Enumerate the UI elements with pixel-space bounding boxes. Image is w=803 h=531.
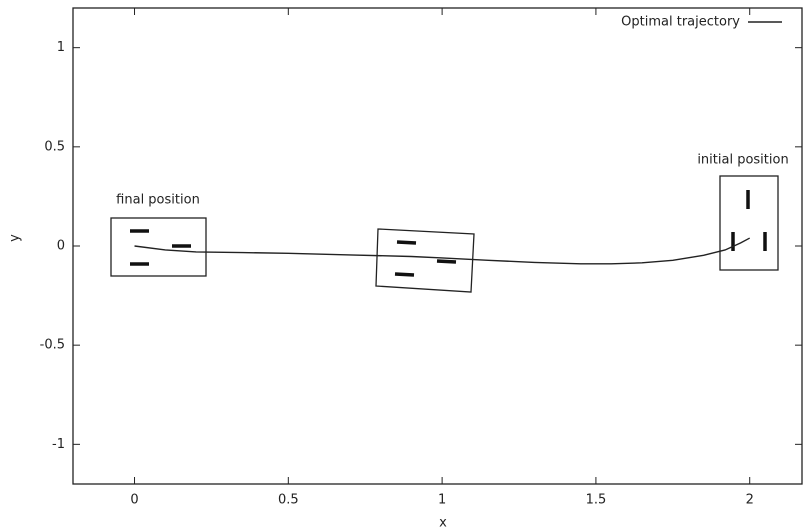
annotation: final position [116,193,200,208]
x-tick-label: 1.5 [586,493,607,508]
x-axis-label: x [439,516,447,531]
y-tick-label: 0.5 [44,139,65,154]
initial-robot [720,176,778,270]
wheel [397,242,416,243]
robot-body [111,218,206,276]
middle-robot [376,229,474,292]
legend-label: Optimal trajectory [621,15,740,30]
y-tick-label: 1 [57,40,65,55]
y-tick-label: -0.5 [40,338,65,353]
x-tick-label: 2 [746,493,754,508]
x-tick-label: 0.5 [278,493,299,508]
y-tick-label: -1 [52,437,65,452]
chart: x y final position initial position 0 0.5… [0,0,803,531]
annotation: initial position [697,153,788,168]
y-axis-label: y [8,234,23,242]
wheel [437,261,456,262]
robot-body [376,229,474,292]
y-tick-label: 0 [57,239,65,254]
x-tick-label: 0 [130,493,138,508]
wheel [395,274,414,275]
final-robot [111,218,206,276]
x-tick-label: 1 [438,493,446,508]
